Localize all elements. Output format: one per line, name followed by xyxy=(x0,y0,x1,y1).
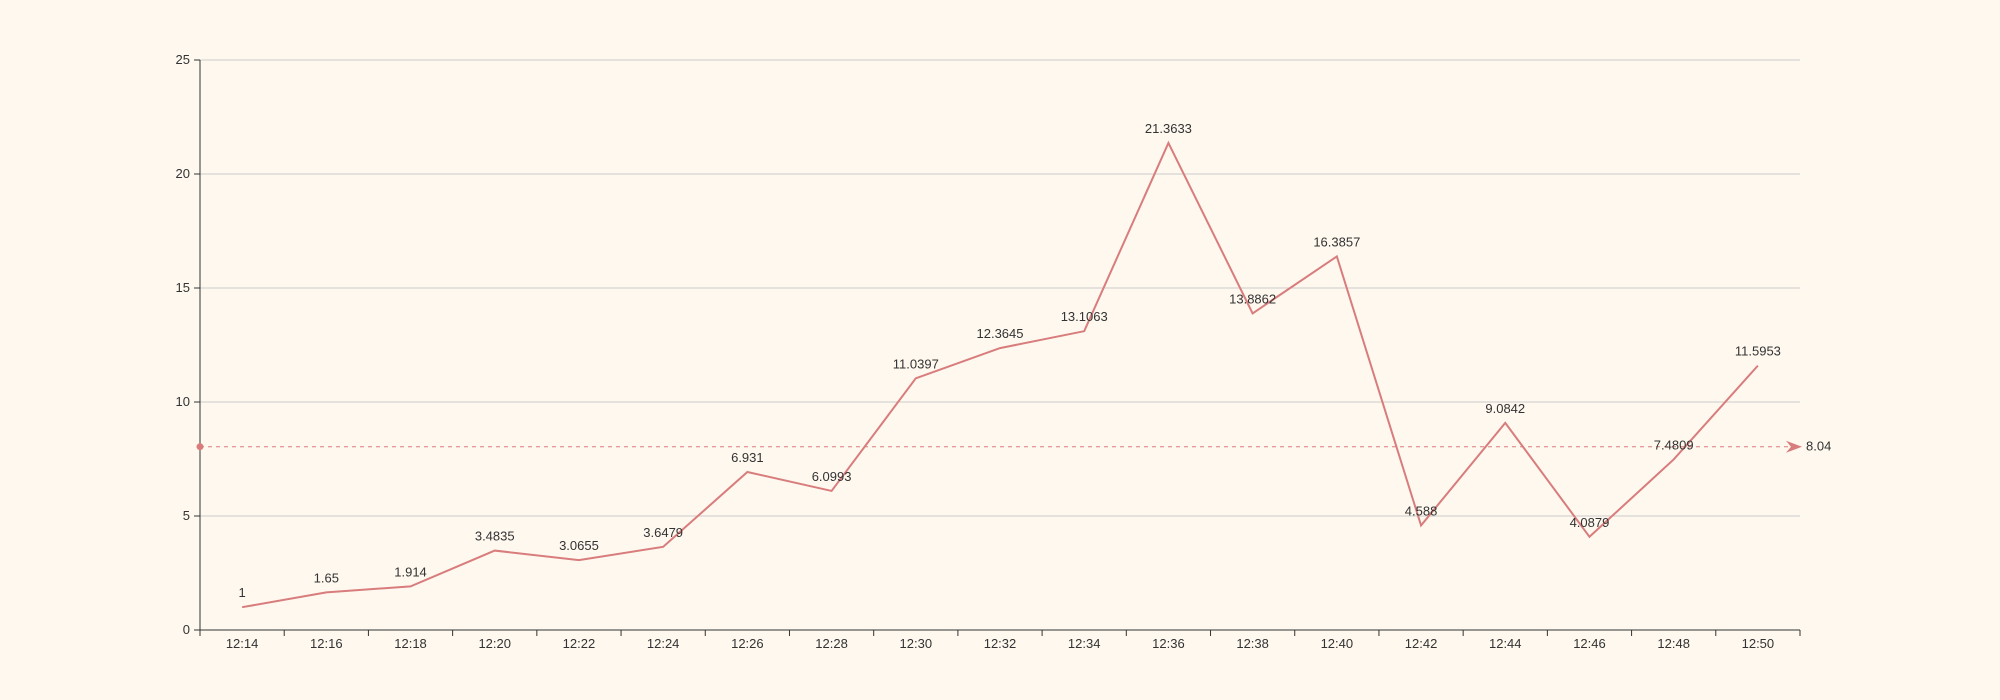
data-point xyxy=(745,470,749,474)
grid-lines xyxy=(200,59,1800,517)
x-tick-label: 12:16 xyxy=(310,636,343,651)
data-label: 1.914 xyxy=(394,564,427,579)
data-label: 16.3857 xyxy=(1313,234,1360,249)
x-tick-label: 12:38 xyxy=(1236,636,1269,651)
y-tick-label: 20 xyxy=(176,166,190,181)
data-point xyxy=(324,590,328,594)
data-point xyxy=(409,584,413,588)
average-line-start-marker xyxy=(196,443,204,451)
y-tick-label: 15 xyxy=(176,280,190,295)
data-point xyxy=(577,558,581,562)
data-label: 6.931 xyxy=(731,450,764,465)
x-tick-label: 12:32 xyxy=(984,636,1017,651)
data-point xyxy=(493,549,497,553)
x-tick-label: 12:24 xyxy=(647,636,680,651)
data-point xyxy=(1082,329,1086,333)
data-label: 3.6479 xyxy=(643,525,683,540)
data-point xyxy=(240,605,244,609)
x-tick-label: 12:34 xyxy=(1068,636,1101,651)
x-tick-label: 12:22 xyxy=(563,636,596,651)
data-labels: 1 1.65 1.914 3.4835 3.0655 3.6479 6.931 6.0993 1… xyxy=(238,121,1780,600)
data-point xyxy=(1166,141,1170,145)
series-group xyxy=(240,140,1760,609)
x-tick-label: 12:14 xyxy=(226,636,259,651)
data-label: 4.0879 xyxy=(1570,515,1610,530)
x-tick-label: 12:20 xyxy=(478,636,511,651)
data-label: 4.588 xyxy=(1405,503,1438,518)
y-tick-label: 5 xyxy=(183,508,190,523)
average-line-label: 8.04 xyxy=(1806,439,1831,454)
x-tick-label: 12:48 xyxy=(1657,636,1690,651)
x-tick-label: 12:30 xyxy=(900,636,933,651)
data-label: 21.3633 xyxy=(1145,121,1192,136)
x-tick-label: 12:50 xyxy=(1742,636,1775,651)
data-point xyxy=(998,346,1002,350)
data-label: 3.4835 xyxy=(475,529,515,544)
data-label: 1 xyxy=(238,585,245,600)
series-line xyxy=(241,140,1759,609)
y-tick-label: 0 xyxy=(183,622,190,637)
data-label: 6.0993 xyxy=(812,469,852,484)
data-point xyxy=(1587,535,1591,539)
y-tick-label: 25 xyxy=(176,52,190,67)
data-label: 13.1063 xyxy=(1061,309,1108,324)
x-tick-label: 12:44 xyxy=(1489,636,1522,651)
data-point xyxy=(1672,457,1676,461)
data-label: 13.8862 xyxy=(1229,291,1276,306)
x-tick-label: 12:42 xyxy=(1405,636,1438,651)
x-tick-label: 12:36 xyxy=(1152,636,1185,651)
data-label: 3.0655 xyxy=(559,538,599,553)
x-tick-label: 12:28 xyxy=(815,636,848,651)
data-label: 9.0842 xyxy=(1485,401,1525,416)
x-tick-label: 12:26 xyxy=(731,636,764,651)
data-label: 1.65 xyxy=(314,570,339,585)
data-point xyxy=(1756,364,1760,368)
average-line-arrow xyxy=(1786,440,1802,453)
data-label: 7.4809 xyxy=(1654,437,1694,452)
data-label: 11.0397 xyxy=(893,356,939,371)
x-tick-label: 12:40 xyxy=(1321,636,1354,651)
data-point xyxy=(661,545,665,549)
data-label: 12.3645 xyxy=(977,326,1024,341)
x-tick-label: 12:46 xyxy=(1573,636,1606,651)
data-point xyxy=(1251,311,1255,315)
average-line-group: 8.04 xyxy=(196,439,1831,454)
data-label: 11.5953 xyxy=(1735,344,1781,359)
data-point xyxy=(1419,523,1423,527)
data-point xyxy=(1335,254,1339,258)
y-tick-label: 10 xyxy=(176,394,190,409)
data-point xyxy=(830,489,834,493)
x-tick-label: 12:18 xyxy=(394,636,427,651)
data-point xyxy=(914,376,918,380)
axes: 0 5 10 15 20 25 12:14 12:16 12:18 12:20 12:22 12:24… xyxy=(176,52,1801,651)
data-point xyxy=(1503,421,1507,425)
